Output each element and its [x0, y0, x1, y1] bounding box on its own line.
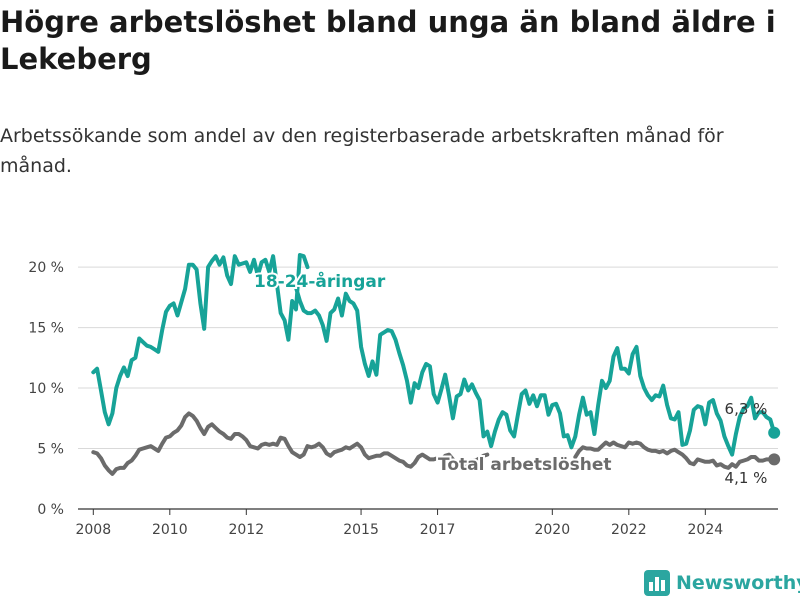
chart-title: Högre arbetslöshet bland unga än bland ä…: [0, 5, 776, 76]
end-value-label-total: 4,1 %: [725, 469, 768, 487]
series-label-18-24: 18-24-åringar: [254, 270, 386, 292]
series-layer: [91, 253, 781, 476]
y-tick-label: 15 %: [28, 321, 64, 337]
x-tick-label: 2024: [688, 522, 724, 538]
end-point-18-24: [768, 426, 781, 439]
y-tick-label: 5 %: [37, 442, 64, 458]
chart-subtitle: Arbetssökande som andel av den registerb…: [0, 125, 724, 177]
series-line-18-24: [91, 253, 777, 457]
y-tick-label: 0 %: [37, 502, 64, 518]
series-line-total: [91, 411, 777, 476]
x-tick-label: 2022: [611, 522, 647, 538]
series-label-total: Total arbetslöshet: [438, 455, 612, 475]
x-tick-label: 2010: [152, 522, 188, 538]
x-tick-label: 2008: [75, 522, 111, 538]
x-tick-label: 2015: [343, 522, 379, 538]
line-chart: 0 % 5 % 10 % 15 % 20 % 2008 2010 2012 2015 2017 20…: [28, 253, 781, 538]
y-tick-label: 20 %: [28, 260, 64, 276]
end-point-total: [768, 453, 781, 466]
end-value-label-18-24: 6,3 %: [725, 400, 768, 418]
x-tick-label: 2012: [228, 522, 264, 538]
brand-name: Newsworthy: [676, 572, 800, 594]
label-layer: 6,3 % 4,1 % 18-24-åringar Total arbetslöshe…: [252, 268, 768, 487]
brand-logo: Newsworthy: [644, 570, 800, 596]
x-tick-label: 2017: [420, 522, 456, 538]
bar-chart-logo-icon: [644, 570, 670, 596]
x-tick-label: 2020: [534, 522, 570, 538]
axis-layer: 0 % 5 % 10 % 15 % 20 % 2008 2010 2012 2015 2017 20…: [28, 260, 778, 538]
y-tick-label: 10 %: [28, 381, 64, 397]
